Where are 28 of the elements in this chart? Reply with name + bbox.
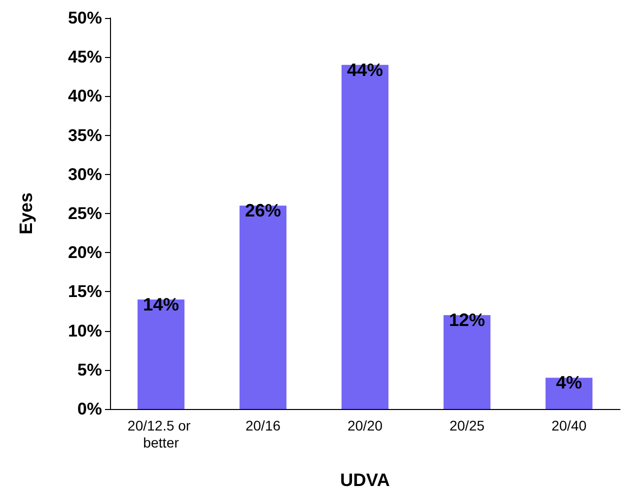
y-tick-label: 30% — [68, 164, 102, 184]
bar — [138, 300, 184, 409]
y-tick-label: 35% — [68, 126, 102, 145]
bar — [444, 315, 490, 409]
x-tick-label: 20/12.5 or better — [128, 418, 194, 450]
y-tick-label: 5% — [77, 360, 102, 380]
y-tick-label: 15% — [68, 282, 102, 302]
bar — [546, 378, 592, 409]
data-label: 4% — [556, 372, 582, 393]
y-tick-label: 25% — [68, 204, 102, 223]
y-tick-label: 40% — [68, 86, 102, 106]
y-tick-label: 0% — [77, 400, 102, 418]
data-label: 12% — [448, 310, 486, 330]
data-label: 26% — [244, 200, 282, 221]
bar — [342, 64, 388, 409]
x-tick-label: 20/25 — [449, 418, 485, 434]
x-tick-label: 20/16 — [245, 418, 281, 434]
y-axis-title: Eyes — [16, 192, 36, 235]
y-tick-label: 20% — [68, 243, 102, 262]
y-tick-label: 10% — [68, 321, 102, 340]
x-tick-label: 20/40 — [551, 418, 587, 434]
data-label: 14% — [142, 294, 180, 315]
data-label: 44% — [346, 60, 384, 80]
x-axis-title: UDVA — [340, 470, 390, 490]
y-tick-label: 45% — [68, 48, 102, 67]
bar — [240, 206, 286, 409]
y-tick-label: 50% — [68, 8, 102, 28]
x-tick-label: 20/20 — [347, 418, 383, 434]
